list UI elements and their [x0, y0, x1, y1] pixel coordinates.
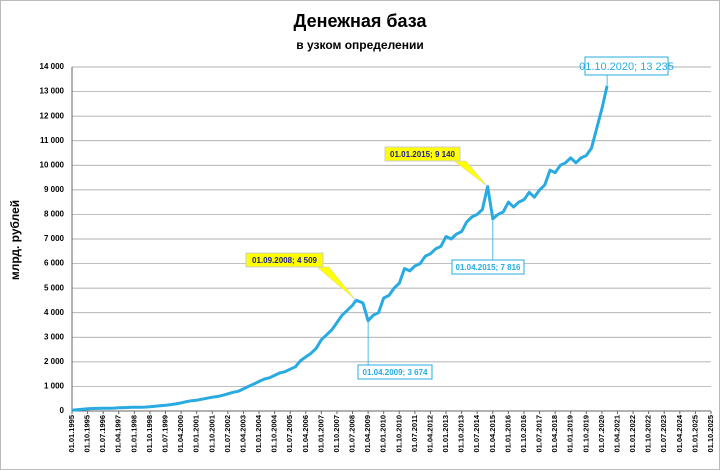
- x-tick-label: 01.10.2016: [519, 415, 528, 453]
- y-tick-label: 1 000: [44, 382, 65, 391]
- y-tick-label: 0: [60, 406, 65, 415]
- y-tick-label: 12 000: [40, 111, 65, 120]
- x-tick-label: 01.01.2004: [254, 414, 263, 452]
- x-tick-label: 01.04.2003: [238, 415, 247, 453]
- y-tick-label: 13 000: [40, 87, 65, 96]
- x-tick-label: 01.04.2021: [612, 415, 621, 453]
- x-tick-label: 01.07.1996: [98, 415, 107, 453]
- x-tick-label: 01.04.2000: [176, 415, 185, 453]
- y-tick-label: 4 000: [44, 308, 65, 317]
- x-tick-label: 01.10.2010: [394, 415, 403, 453]
- chart-subtitle: в узком определении: [296, 38, 423, 52]
- x-tick-label: 01.07.2017: [535, 415, 544, 453]
- y-tick-label: 10 000: [40, 160, 65, 169]
- x-tick-label: 01.01.2001: [192, 415, 201, 453]
- y-tick-label: 11 000: [40, 136, 65, 145]
- x-tick-label: 01.07.2011: [410, 415, 419, 452]
- y-tick-label: 6 000: [44, 259, 65, 268]
- y-axis-title: млрд. рублей: [8, 200, 22, 280]
- x-tick-label: 01.07.2005: [285, 415, 294, 453]
- annotation-label: 01.04.2009; 3 674: [363, 368, 428, 377]
- x-tick-label: 01.04.1997: [114, 415, 123, 453]
- x-tick-label: 01.04.2009: [363, 415, 372, 453]
- annotation-box: [384, 146, 461, 162]
- x-tick-label: 01.01.2025: [690, 415, 699, 453]
- x-tick-label: 01.10.2022: [644, 415, 653, 453]
- x-tick-label: 01.10.1998: [145, 415, 154, 453]
- annotation-box: [357, 364, 433, 380]
- annotation-box: [451, 259, 525, 275]
- x-tick-label: 01.10.2004: [270, 414, 279, 452]
- annotation-box: [584, 56, 669, 76]
- x-tick-label: 01.10.2019: [581, 415, 590, 453]
- y-tick-label: 5 000: [44, 283, 65, 292]
- x-tick-label: 01.07.2002: [223, 415, 232, 453]
- x-tick-label: 01.01.2010: [379, 415, 388, 453]
- x-tick-label: 01.07.2023: [659, 415, 668, 453]
- x-tick-label: 01.10.1995: [83, 415, 92, 453]
- y-tick-label: 14 000: [40, 62, 65, 71]
- x-tick-label: 01.04.2018: [550, 415, 559, 453]
- y-tick-label: 8 000: [44, 210, 65, 219]
- x-tick-label: 01.04.2006: [301, 415, 310, 453]
- x-tick-label: 01.10.2013: [457, 415, 466, 453]
- annotation-label: 01.04.2015; 7 816: [456, 263, 521, 272]
- y-tick-label: 9 000: [44, 185, 65, 194]
- x-tick-label: 01.01.2022: [628, 415, 637, 453]
- data-line: [71, 85, 609, 412]
- x-tick-label: 01.04.2012: [425, 415, 434, 453]
- x-tick-label: 01.01.1995: [67, 415, 76, 453]
- x-tick-label: 01.10.2001: [207, 415, 216, 453]
- annotation-box: [245, 252, 324, 268]
- x-tick-label: 01.01.1998: [129, 415, 138, 453]
- x-tick-label: 01.01.2016: [503, 415, 512, 453]
- annotation-label: 01.09.2008; 4 509: [252, 256, 317, 265]
- x-tick-label: 01.07.2014: [472, 414, 481, 452]
- x-tick-label: 01.01.2013: [441, 415, 450, 453]
- annotation-label: 01.01.2015; 9 140: [390, 150, 455, 159]
- y-tick-label: 3 000: [44, 332, 65, 341]
- x-tick-label: 01.10.2025: [706, 415, 715, 453]
- x-tick-label: 01.01.2019: [566, 415, 575, 453]
- chart-title: Денежная база: [294, 11, 428, 31]
- x-tick-label: 01.07.2020: [597, 415, 606, 453]
- y-tick-label: 2 000: [44, 357, 65, 366]
- y-tick-label: 7 000: [44, 234, 65, 243]
- x-tick-label: 01.01.2007: [316, 415, 325, 453]
- x-tick-label: 01.04.2024: [675, 414, 684, 452]
- x-tick-label: 01.07.1999: [160, 415, 169, 453]
- x-tick-label: 01.07.2008: [348, 415, 357, 453]
- x-tick-label: 01.04.2015: [488, 415, 497, 453]
- annotation-label: 01.10.2020; 13 235: [579, 61, 674, 73]
- x-tick-label: 01.10.2007: [332, 415, 341, 453]
